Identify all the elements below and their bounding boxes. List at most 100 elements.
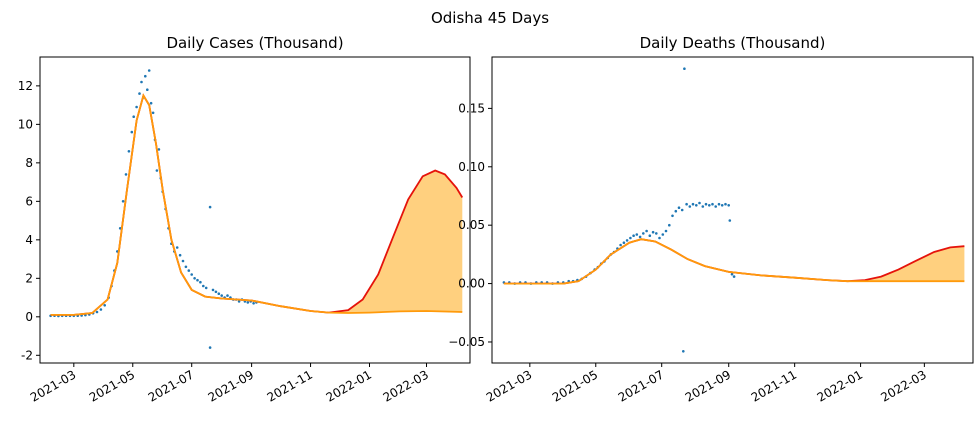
cases-data-point (208, 346, 212, 349)
cases-data-point (118, 227, 122, 230)
deaths-data-point (724, 202, 727, 206)
cases-y-tick-label: 2 (25, 271, 33, 285)
cases-data-point (178, 253, 182, 257)
cases-y-tick-label: 0 (25, 310, 33, 324)
cases-data-point (155, 169, 159, 172)
deaths-data-point (661, 233, 665, 236)
deaths-data-point (691, 202, 695, 206)
deaths-data-point (668, 223, 671, 227)
cases-data-point (211, 288, 215, 292)
cases-data-point (187, 269, 191, 272)
deaths-data-point (682, 350, 685, 353)
deaths-data-point (683, 67, 686, 70)
cases-x-tick-label: 2021-03 (28, 367, 78, 404)
cases-y-tick-label: 10 (18, 117, 33, 131)
cases-axes-frame (39, 56, 471, 364)
cases-data-point (202, 284, 205, 288)
cases-data-point (252, 302, 255, 305)
deaths-data-point (730, 272, 734, 276)
cases-data-point (246, 301, 250, 304)
cases-data-point (135, 105, 138, 109)
deaths-data-point (701, 205, 705, 208)
cases-data-point (140, 80, 143, 84)
deaths-data-point (674, 209, 678, 213)
deaths-data-point (732, 275, 736, 278)
cases-projection-band (50, 95, 463, 315)
deaths-x-tick-label: 2021-11 (749, 367, 799, 404)
deaths-y-tick-label: 0.10 (458, 160, 485, 174)
deaths-data-point (720, 204, 724, 207)
cases-x-tick-label: 2021-05 (87, 367, 137, 404)
deaths-data-point (708, 204, 711, 207)
deaths-x-tick-label: 2021-09 (683, 367, 733, 404)
deaths-y-tick-label: −0.05 (448, 335, 485, 349)
cases-data-point (124, 173, 128, 176)
deaths-data-point (638, 235, 642, 239)
cases-data-point (175, 246, 179, 249)
deaths-data-point (642, 232, 645, 235)
cases-data-point (226, 294, 229, 297)
cases-data-point (196, 278, 199, 282)
deaths-data-point (727, 204, 730, 207)
cases-data-point (184, 265, 188, 269)
cases-data-point (138, 92, 141, 95)
cases-x-tick-label: 2021-09 (206, 367, 256, 404)
deaths-x-tick-label: 2021-03 (484, 367, 534, 404)
deaths-data-point (717, 202, 721, 206)
deaths-data-point (629, 236, 632, 240)
cases-data-point (103, 304, 106, 307)
cases-data-point (144, 74, 147, 78)
deaths-x-tick-label: 2022-03 (878, 367, 928, 404)
deaths-data-point (685, 202, 688, 206)
deaths-data-point (632, 234, 635, 237)
deaths-data-point (664, 229, 668, 233)
deaths-x-tick-label: 2021-05 (550, 367, 600, 404)
deaths-projection-band (503, 239, 965, 284)
cases-data-point (204, 286, 208, 290)
cases-chart-title: Daily Cases (Thousand) (166, 34, 343, 52)
deaths-y-tick-label: 0.05 (458, 218, 485, 232)
deaths-data-point (671, 214, 674, 218)
cases-data-point (193, 277, 196, 280)
deaths-data-point (711, 202, 714, 206)
figure-suptitle: Odisha 45 Days (431, 9, 549, 27)
deaths-data-point (648, 234, 652, 237)
cases-x-tick-label: 2021-11 (265, 367, 315, 404)
cases-x-tick-label: 2022-03 (381, 367, 431, 404)
cases-data-point (151, 111, 155, 115)
deaths-data-point (651, 230, 655, 234)
deaths-data-point (622, 241, 626, 244)
deaths-y-tick-label: 0.15 (458, 101, 485, 115)
cases-data-point (199, 280, 202, 284)
cases-data-point (132, 115, 135, 118)
cases-lower-projection-line (50, 93, 463, 316)
deaths-data-point (655, 232, 658, 235)
cases-data-point (127, 150, 131, 153)
cases-data-point (149, 101, 153, 105)
deaths-data-point (695, 204, 698, 207)
deaths-data-point (635, 233, 639, 236)
deaths-data-point (698, 201, 701, 205)
cases-x-tick-label: 2021-07 (146, 367, 196, 404)
deaths-data-point (704, 202, 708, 206)
cases-data-point (190, 273, 193, 276)
cases-data-point (147, 69, 151, 72)
deaths-chart: Daily Deaths (Thousand) −0.05 0.00 0.05 0.10… (448, 34, 974, 405)
deaths-data-point (728, 219, 732, 222)
deaths-data-point (688, 205, 692, 208)
deaths-data-point (658, 236, 661, 240)
deaths-x-tick-label: 2022-01 (815, 367, 865, 404)
deaths-data-point (677, 206, 681, 209)
cases-y-tick-label: 6 (25, 194, 33, 208)
deaths-chart-title: Daily Deaths (Thousand) (640, 34, 826, 52)
deaths-data-point (645, 229, 648, 233)
cases-data-point (181, 259, 185, 263)
cases-data-point (214, 290, 218, 294)
cases-y-tick-label: 12 (18, 79, 33, 93)
deaths-data-point (680, 208, 684, 212)
cases-data-point (217, 292, 221, 296)
cases-y-tick-label: -2 (21, 348, 33, 362)
cases-data-point (146, 88, 149, 91)
cases-x-tick-label: 2022-01 (324, 367, 374, 404)
